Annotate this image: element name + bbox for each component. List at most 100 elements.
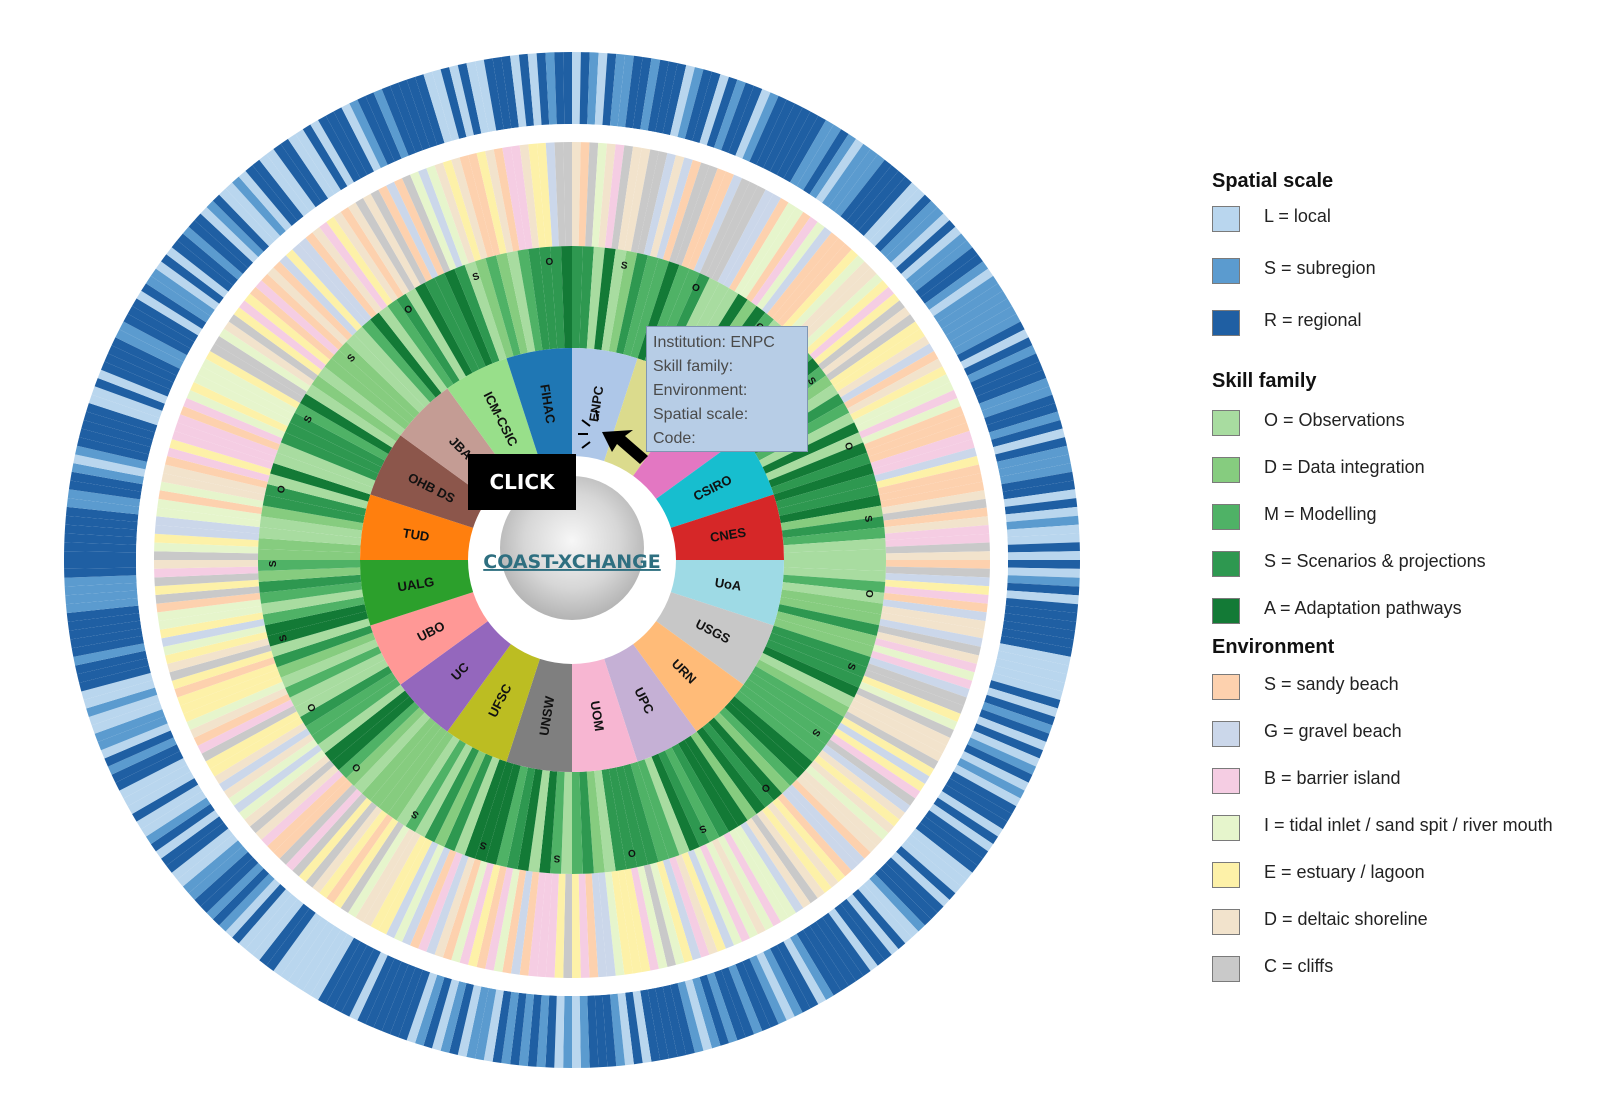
spatial-segment[interactable] [949,306,1017,349]
spatial-segment[interactable] [431,69,460,141]
environment-segment[interactable] [193,374,291,427]
spatial-segment[interactable] [874,194,932,252]
environment-segment[interactable] [177,414,278,457]
spatial-segment[interactable] [194,213,254,269]
skill-segment[interactable] [781,516,885,538]
environment-segment[interactable] [228,314,318,381]
skill-segment[interactable] [777,484,880,516]
environment-segment[interactable] [401,846,451,946]
spatial-segment[interactable] [94,377,165,411]
spatial-segment[interactable] [373,961,409,1032]
environment-segment[interactable] [154,525,260,541]
spatial-segment[interactable] [670,65,695,137]
spatial-segment[interactable] [852,170,906,231]
environment-segment[interactable] [442,858,482,961]
spatial-segment[interactable] [104,353,174,390]
spatial-segment[interactable] [171,240,234,292]
skill-segment[interactable] [258,527,362,546]
spatial-segment[interactable] [238,889,292,950]
spatial-segment[interactable] [960,751,1029,791]
spatial-segment[interactable] [963,337,1033,376]
environment-segment[interactable] [292,243,367,327]
skill-segment[interactable] [454,756,500,856]
spatial-segment[interactable] [684,979,713,1051]
spatial-segment[interactable] [389,82,423,153]
spatial-segment[interactable] [1006,524,1080,538]
environment-segment[interactable] [159,481,264,508]
skill-segment[interactable] [550,246,565,349]
environment-segment[interactable] [847,705,943,762]
spatial-segment[interactable] [536,994,550,1068]
environment-segment[interactable] [833,328,925,392]
environment-segment[interactable] [205,351,301,409]
environment-segment[interactable] [883,592,988,613]
environment-segment[interactable] [880,612,985,639]
skill-segment[interactable] [338,341,420,419]
spatial-segment[interactable] [518,53,535,127]
spatial-segment[interactable] [803,925,849,991]
environment-segment[interactable] [767,801,839,888]
environment-segment[interactable] [868,657,970,698]
spatial-segment[interactable] [127,771,195,814]
environment-segment[interactable] [485,149,514,253]
spatial-segment[interactable] [119,321,188,363]
institution-segment[interactable] [572,348,638,462]
spatial-segment[interactable] [988,680,1061,709]
spatial-segment[interactable] [973,723,1044,759]
environment-segment[interactable] [563,873,572,978]
environment-segment[interactable] [630,149,659,253]
spatial-segment[interactable] [64,582,138,596]
spatial-segment[interactable] [632,56,652,130]
environment-segment[interactable] [418,851,463,952]
skill-segment[interactable] [361,717,436,801]
environment-segment[interactable] [305,801,377,888]
spatial-segment[interactable] [905,834,967,887]
skill-segment[interactable] [765,432,864,481]
spatial-segment[interactable] [406,972,438,1044]
environment-segment[interactable] [840,343,934,403]
environment-segment[interactable] [858,389,958,439]
skill-segment[interactable] [370,312,442,398]
institution-segment[interactable] [360,560,474,626]
skill-segment[interactable] [579,771,594,874]
environment-segment[interactable] [219,328,311,392]
spatial-segment[interactable] [880,200,938,258]
spatial-segment[interactable] [1005,506,1079,523]
environment-segment[interactable] [791,261,871,341]
environment-segment[interactable] [591,872,607,978]
environment-segment[interactable] [866,414,967,457]
skill-segment[interactable] [775,611,877,647]
spatial-segment[interactable] [440,67,467,139]
spatial-segment[interactable] [874,868,932,926]
institution-segment[interactable] [572,658,638,772]
spatial-segment[interactable] [617,992,634,1066]
skill-segment[interactable] [608,767,638,870]
environment-segment[interactable] [159,612,264,639]
spatial-segment[interactable] [457,984,482,1057]
environment-segment[interactable] [267,774,348,853]
environment-segment[interactable] [870,430,973,470]
spatial-segment[interactable] [796,929,842,996]
environment-segment[interactable] [340,821,404,913]
environment-segment[interactable] [885,542,990,554]
spatial-segment[interactable] [415,974,445,1046]
skill-segment[interactable] [273,452,373,495]
spatial-segment[interactable] [920,254,983,304]
spatial-segment[interactable] [815,138,864,203]
environment-segment[interactable] [468,864,501,967]
spatial-segment[interactable] [161,254,224,304]
environment-segment[interactable] [856,382,954,433]
environment-segment[interactable] [624,868,651,973]
environment-segment[interactable] [340,207,404,299]
spatial-segment[interactable] [929,268,994,317]
environment-segment[interactable] [837,336,930,398]
spatial-segment[interactable] [996,650,1069,675]
spatial-segment[interactable] [1002,620,1076,640]
skill-segment[interactable] [696,727,766,815]
skill-segment[interactable] [771,625,871,668]
skill-segment[interactable] [771,452,871,495]
spatial-segment[interactable] [64,575,137,587]
spatial-segment[interactable] [587,995,599,1068]
environment-segment[interactable] [740,207,804,299]
spatial-segment[interactable] [155,810,220,859]
